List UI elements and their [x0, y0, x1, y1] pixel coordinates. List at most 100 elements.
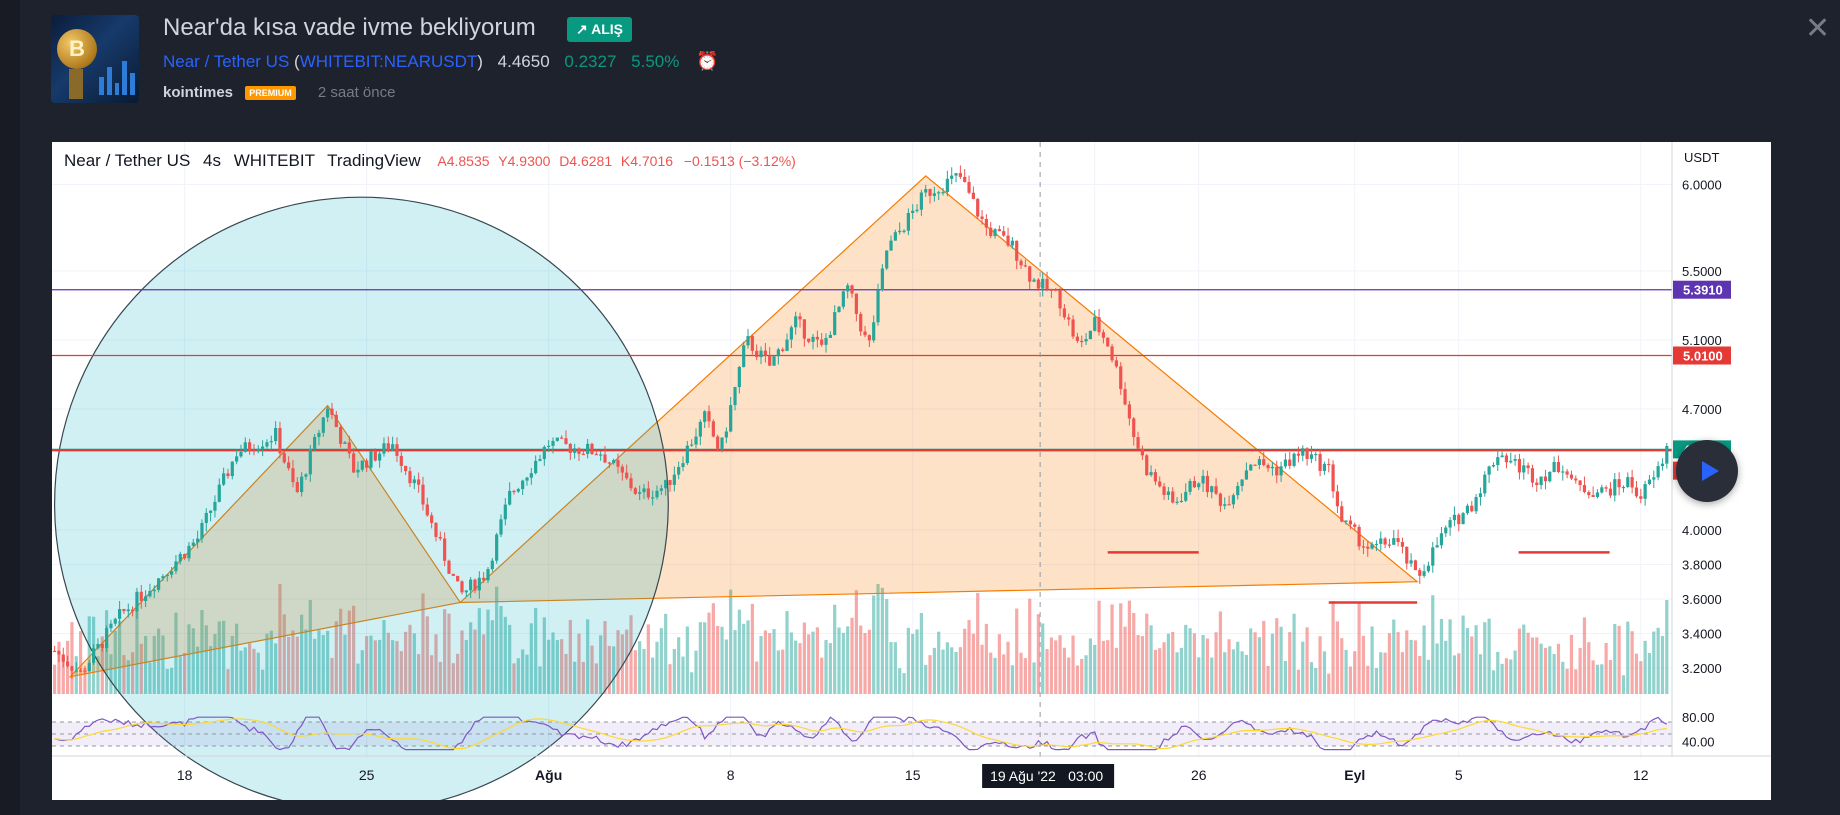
volume-bar	[1539, 643, 1543, 694]
candle-body	[1504, 455, 1509, 463]
volume-bar	[616, 630, 620, 694]
candle-body	[287, 462, 291, 469]
candle-body	[581, 453, 585, 456]
candle-body	[486, 569, 490, 581]
volume-bar	[1509, 659, 1513, 694]
candle-body	[139, 591, 143, 602]
volume-bar	[1322, 651, 1327, 694]
candle-body	[1201, 475, 1205, 484]
volume-bar	[339, 608, 343, 694]
candle-body	[1344, 520, 1348, 522]
candle-body	[118, 609, 122, 619]
close-icon[interactable]: ✕	[1805, 12, 1831, 45]
candle-body	[776, 349, 780, 357]
volume-bar	[1019, 652, 1023, 694]
price-tick-label: 3.4000	[1682, 627, 1722, 642]
candle-body	[1639, 496, 1643, 499]
candle-body	[1652, 477, 1656, 480]
candle-body	[850, 285, 854, 294]
alarm-clock-icon[interactable]: ⏰	[696, 51, 719, 71]
candle-body	[1019, 260, 1023, 266]
volume-bar	[1214, 632, 1218, 694]
volume-bar	[1552, 653, 1556, 694]
volume-bar	[1119, 603, 1123, 694]
volume-bar	[425, 616, 429, 694]
author-name[interactable]: kointimes	[163, 84, 234, 101]
volume-bar	[1262, 620, 1266, 694]
candle-body	[1184, 491, 1188, 501]
candle-body	[607, 462, 611, 464]
candle-body	[564, 438, 568, 444]
exchange-symbol-link[interactable]: WHITEBIT:NEARUSDT	[299, 52, 478, 71]
volume-bar	[1283, 660, 1288, 694]
candle-body	[729, 405, 733, 432]
volume-bar	[863, 632, 867, 694]
volume-bar	[1015, 608, 1019, 694]
volume-bar	[967, 620, 971, 694]
buy-badge: ↗ ALIŞ	[567, 17, 632, 42]
volume-bar	[395, 641, 399, 694]
candle-body	[282, 453, 286, 463]
volume-bar	[1400, 652, 1405, 694]
candle-body	[1075, 336, 1079, 341]
candle-body	[1366, 546, 1370, 549]
candle-body	[356, 469, 360, 473]
volume-bar	[261, 669, 265, 694]
volume-bar	[1075, 665, 1079, 694]
volume-bar	[269, 630, 273, 694]
candle-body	[573, 448, 577, 453]
pattern-triangle-right	[458, 175, 1419, 604]
candle-body	[330, 408, 334, 415]
volume-bar	[235, 623, 239, 694]
candle-body	[876, 290, 880, 323]
candle-body	[954, 173, 958, 176]
candle-body	[859, 313, 863, 332]
candle-body	[521, 480, 525, 490]
candle-body	[1119, 366, 1123, 390]
volume-bar	[542, 617, 546, 694]
candle-body	[369, 451, 373, 468]
volume-bar	[412, 633, 416, 694]
candle-body	[308, 448, 312, 475]
candle-body	[1500, 455, 1504, 458]
thumbnail-bars-graphic	[99, 55, 135, 95]
candle-body	[746, 336, 750, 346]
volume-bar	[1543, 647, 1548, 694]
legend-close: K4.7016	[621, 153, 673, 169]
candle-body	[1582, 485, 1587, 493]
author-thumbnail[interactable]: B	[51, 15, 139, 103]
candle-body	[594, 454, 598, 456]
candle-body	[1049, 289, 1053, 291]
symbol-link[interactable]: Near / Tether US	[163, 52, 290, 71]
volume-bar	[568, 619, 572, 694]
candle-body	[828, 334, 832, 338]
candle-body	[1413, 560, 1418, 571]
drawing-annotations	[54, 175, 1610, 800]
volume-bar	[1036, 614, 1040, 694]
volume-bar	[1275, 618, 1279, 694]
volume-bar	[191, 628, 195, 694]
candle-body	[399, 455, 403, 466]
candle-body	[863, 331, 867, 336]
volume-bar	[1452, 655, 1457, 694]
volume-bar	[937, 631, 941, 694]
play-button[interactable]	[1676, 440, 1738, 502]
volume-bar	[417, 654, 421, 694]
price-tick-label: 3.6000	[1682, 592, 1722, 607]
candle-body	[1270, 466, 1275, 469]
candle-body	[378, 453, 382, 461]
highlight-circle	[54, 196, 669, 800]
candle-body	[477, 577, 481, 591]
time-tick-label: 15	[905, 767, 921, 783]
volume-bar	[482, 634, 486, 694]
volume-bar	[1201, 634, 1205, 694]
volume-bar	[1041, 623, 1045, 694]
volume-bar	[1353, 651, 1357, 694]
level-price-tag	[1673, 280, 1731, 299]
candle-body	[547, 445, 551, 448]
candle-body	[1335, 491, 1340, 507]
grid	[52, 142, 1672, 758]
volume-bar	[1556, 643, 1561, 694]
